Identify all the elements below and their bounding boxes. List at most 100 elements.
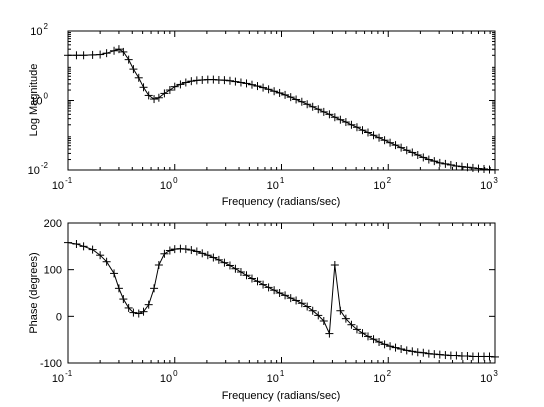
phase-data-point [114,284,123,293]
magnitude-data-point [225,76,234,85]
x-tick-label: 102 [373,369,391,385]
magnitude-data-point [452,162,461,171]
x-tick-label: 103 [480,369,498,385]
phase-data-point [303,302,312,311]
magnitude-data-point [303,100,312,109]
magnitude-data-point [124,55,133,64]
phase-data-point [347,320,356,329]
magnitude-data-point [129,65,138,74]
x-tick-label: 102 [373,176,391,192]
magnitude-data-point [491,165,499,174]
magnitude-data-point [446,160,455,169]
magnitude-y-axis-label: Log Magnitude [28,64,40,137]
phase-data-point [139,307,148,316]
magnitude-data-point [419,153,428,162]
y-tick-label: 102 [30,22,48,38]
phase-data-point [314,311,323,320]
magnitude-data-point [314,105,323,114]
magnitude-data-point [308,102,317,111]
magnitude-data-point [231,77,240,86]
magnitude-data-point [292,95,301,104]
y-tick-exponent: -2 [41,161,49,170]
x-tick-label: 101 [267,176,285,192]
magnitude-data-point [144,91,153,100]
phase-data-point [203,251,212,260]
magnitude-data-point [96,50,105,59]
phase-data-point [253,277,262,286]
phase-data-point [225,261,234,270]
phase-data-point [165,246,174,255]
phase-data-point [369,335,378,344]
magnitude-data-point [341,118,350,127]
phase-data-point [96,251,105,260]
phase-data-point [79,242,88,251]
magnitude-data-point [79,51,88,60]
magnitude-data-point [363,128,372,137]
phase-data-point [64,238,72,247]
phase-series [64,238,499,361]
x-tick-exponent: 3 [493,176,498,185]
x-tick-label: 100 [160,369,178,385]
magnitude-data-point [408,148,417,157]
magnitude-data-point [386,138,395,147]
phase-data-point [358,329,367,338]
phase-data-point [363,332,372,341]
magnitude-data-point [286,93,295,102]
phase-data-point [491,352,499,361]
magnitude-data-point [380,136,389,145]
x-tick-exponent: -1 [65,369,73,378]
magnitude-data-point [236,78,245,87]
phase-data-point [124,303,133,312]
phase-data-point [297,299,306,308]
phase-data-point [236,268,245,276]
magnitude-data-point [281,90,290,99]
magnitude-data-point [347,120,356,129]
phase-data-point [275,289,284,297]
phase-x-axis-label: Frequency (radians/sec) [222,390,341,402]
magnitude-data-point [468,163,477,172]
magnitude-data-point [319,107,328,116]
phase-data-point [286,294,295,303]
phase-data-point [397,345,406,353]
phase-data-point [209,253,218,262]
magnitude-data-point [242,79,251,88]
magnitude-data-point [336,115,345,124]
phase-data-point [308,306,317,315]
y-tick-exponent: 2 [44,22,49,31]
magnitude-data-point [325,110,334,119]
magnitude-data-point [102,49,111,58]
magnitude-data-point [358,126,367,135]
magnitude-data-point [176,80,185,89]
phase-data-point [88,245,97,254]
x-tick-exponent: 2 [387,369,392,378]
phase-data-point [110,269,119,278]
magnitude-data-point [160,89,169,98]
magnitude-data-point [441,159,450,168]
phase-data-point [231,264,240,273]
magnitude-data-point [110,46,119,55]
magnitude-data-point [391,141,400,150]
y-tick-label: 10-2 [28,161,49,177]
phase-data-point [181,245,190,254]
x-tick-label: 103 [480,176,498,192]
magnitude-data-point [330,113,339,122]
phase-data-point [242,271,251,280]
magnitude-data-point [435,158,444,167]
phase-data-point [408,347,417,356]
phase-data-point [419,348,428,357]
y-tick-label: 200 [44,218,62,230]
x-tick-exponent: 0 [173,369,178,378]
magnitude-series [64,45,499,174]
y-tick-exponent: 0 [44,92,49,101]
x-tick-exponent: 2 [387,176,392,185]
phase-data-point [192,247,201,256]
x-tick-exponent: 1 [280,176,285,185]
magnitude-data-point [424,155,433,164]
magnitude-axes-box [67,30,496,171]
phase-data-point [281,291,290,300]
phase-data-point [154,261,163,269]
magnitude-data-point [402,146,411,155]
phase-data-point [214,255,223,264]
